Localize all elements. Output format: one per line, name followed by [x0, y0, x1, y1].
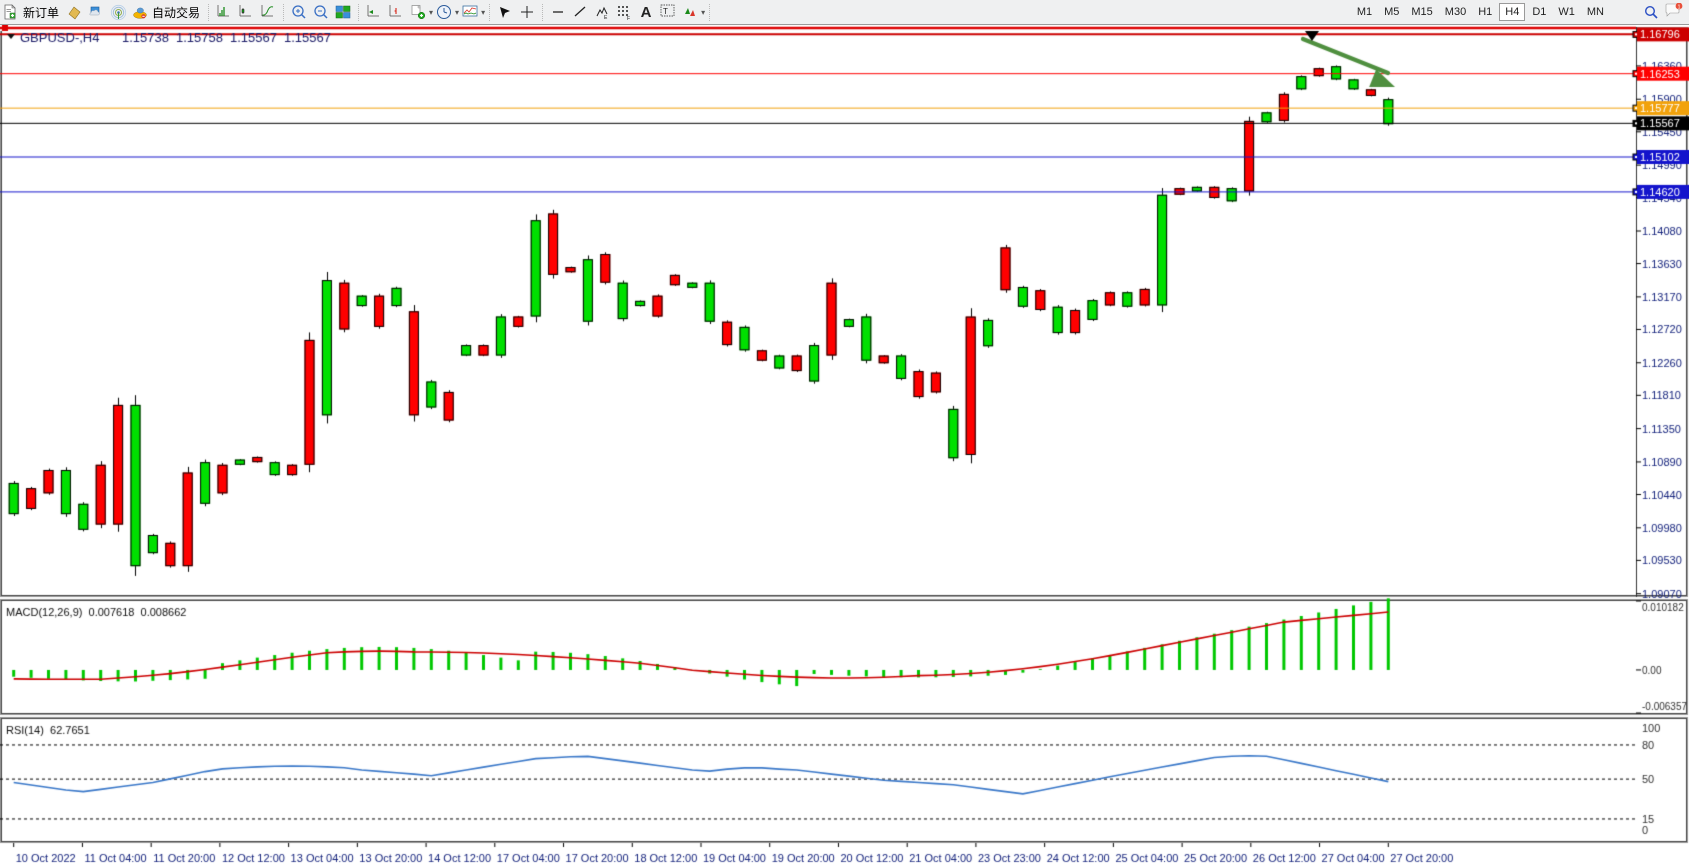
- svg-text:F: F: [627, 16, 630, 21]
- svg-text:E: E: [604, 15, 608, 21]
- svg-text:1: 1: [1677, 4, 1680, 10]
- svg-text:T: T: [663, 7, 668, 16]
